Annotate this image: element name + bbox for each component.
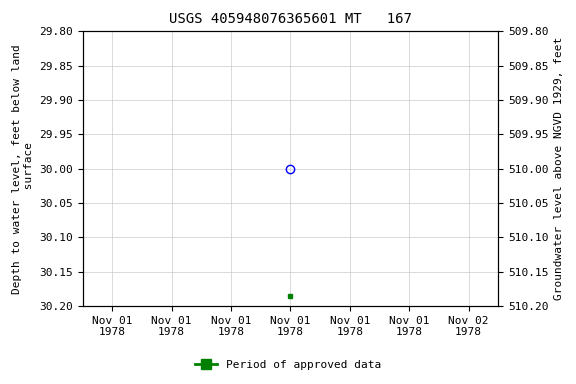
Y-axis label: Groundwater level above NGVD 1929, feet: Groundwater level above NGVD 1929, feet [554, 37, 564, 300]
Legend: Period of approved data: Period of approved data [191, 356, 385, 375]
Title: USGS 405948076365601 MT   167: USGS 405948076365601 MT 167 [169, 12, 412, 26]
Y-axis label: Depth to water level, feet below land
 surface: Depth to water level, feet below land su… [12, 44, 33, 294]
